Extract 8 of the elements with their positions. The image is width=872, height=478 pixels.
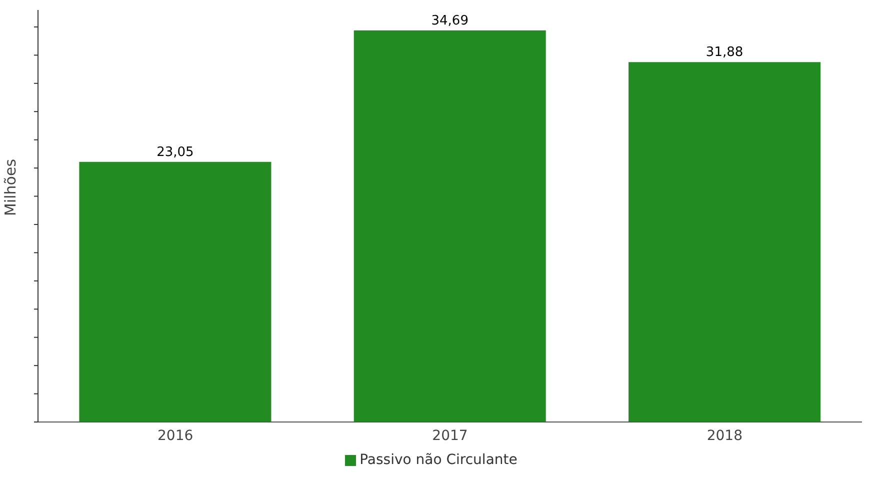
x-tick-label: 2018	[706, 428, 742, 444]
x-tick-label: 2017	[432, 428, 468, 444]
x-tick-label: 2016	[158, 428, 194, 444]
data-label: 23,05	[156, 144, 194, 160]
data-label: 31,88	[706, 45, 744, 60]
data-label: 34,69	[431, 13, 468, 28]
y-axis-title: Milhões	[1, 158, 20, 216]
legend-label: Passivo não Circulante	[360, 452, 518, 468]
